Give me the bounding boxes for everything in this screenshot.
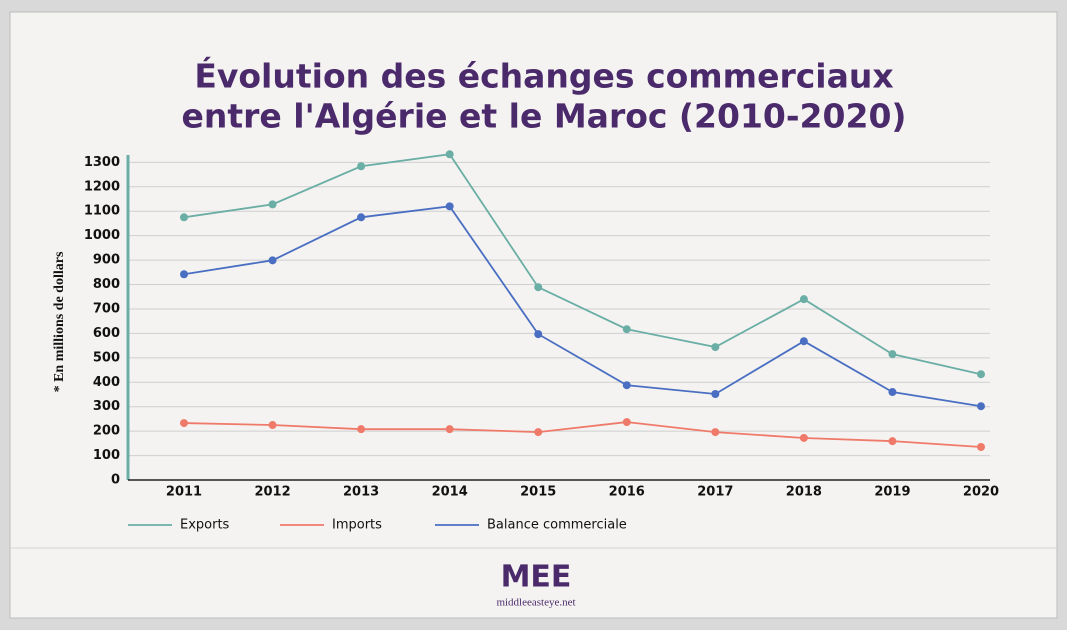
chart-title: entre l'Algérie et le Maroc (2010-2020) — [181, 97, 906, 136]
legend-label: Imports — [332, 518, 382, 533]
point — [977, 443, 985, 452]
y-tick-label: 500 — [93, 350, 120, 365]
point — [888, 350, 897, 359]
point — [711, 389, 720, 398]
x-tick-label: 2011 — [166, 485, 202, 500]
series-line — [183, 421, 982, 448]
y-tick-label: 400 — [93, 375, 120, 390]
x-tick-label: 2018 — [786, 485, 822, 500]
y-tick-label: 900 — [93, 253, 120, 268]
series-line — [183, 153, 982, 376]
point — [357, 213, 366, 222]
point — [357, 162, 366, 171]
point — [622, 381, 631, 390]
point — [799, 295, 808, 304]
y-tick-label: 1100 — [84, 204, 120, 219]
point — [622, 325, 631, 334]
point — [534, 428, 543, 437]
series-line — [183, 205, 982, 408]
site: middleeasteye.net — [496, 597, 575, 609]
point — [977, 370, 985, 379]
y-tick-label: 200 — [93, 424, 120, 439]
point — [977, 402, 985, 411]
x-tick-label: 2013 — [343, 485, 379, 500]
y-tick-label: 1300 — [84, 155, 120, 170]
x-tick-label: 2015 — [520, 485, 556, 500]
point — [180, 270, 188, 279]
chart-title: Évolution des échanges commerciaux — [194, 56, 893, 96]
y-tick-label: 700 — [93, 301, 120, 316]
point — [799, 337, 808, 346]
point — [888, 437, 897, 446]
point — [268, 421, 277, 430]
x-tick-label: 2012 — [254, 485, 290, 500]
y-axis-label: * En millions de dollars — [52, 251, 67, 392]
y-tick-label: 100 — [93, 448, 120, 463]
x-tick-label: 2020 — [963, 485, 999, 500]
point — [622, 418, 631, 427]
y-tick-label: 300 — [93, 399, 120, 414]
point — [445, 425, 454, 434]
legend-label: Exports — [180, 518, 230, 533]
point — [357, 425, 366, 434]
point — [534, 330, 543, 339]
y-tick-label: 0 — [111, 473, 120, 488]
y-tick-label: 800 — [93, 277, 120, 292]
point — [711, 343, 720, 352]
point — [180, 419, 188, 428]
point — [445, 202, 454, 211]
point — [711, 428, 720, 437]
legend-label: Balance commerciale — [487, 518, 627, 533]
x-tick-label: 2017 — [697, 485, 733, 500]
point — [268, 256, 277, 265]
point — [799, 433, 808, 442]
point — [268, 200, 277, 209]
y-tick-label: 600 — [93, 326, 120, 341]
logo: MEE — [501, 560, 572, 595]
point — [888, 388, 897, 397]
point — [180, 213, 188, 222]
x-tick-label: 2016 — [609, 485, 645, 500]
point — [534, 283, 543, 292]
y-tick-label: 1200 — [84, 179, 120, 194]
x-tick-label: 2014 — [432, 485, 468, 500]
card — [9, 11, 1058, 619]
y-tick-label: 1000 — [84, 228, 120, 243]
x-tick-label: 2019 — [874, 485, 910, 500]
point — [445, 150, 454, 159]
